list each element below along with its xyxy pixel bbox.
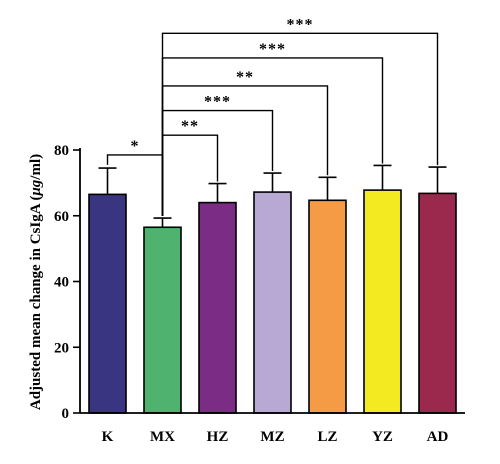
bar-lz: [308, 199, 347, 414]
significance-label-mx-hz: **: [181, 118, 199, 135]
y-axis-label: Adjusted mean change in CsIgA (μg/ml): [28, 154, 44, 410]
bar-ad: [418, 192, 457, 414]
y-tick-label-40: 40: [54, 275, 69, 291]
y-axis-label-unit: μg: [28, 179, 44, 196]
y-tick-label-80: 80: [54, 143, 69, 159]
significance-bracket-mx-ad: [161, 32, 439, 217]
x-tick-label-lz: LZ: [317, 429, 337, 445]
significance-label-mx-mz: ***: [204, 94, 231, 111]
y-tick-label-0: 0: [62, 406, 70, 422]
y-tick-label-60: 60: [54, 209, 69, 225]
significance-label-mx-yz: ***: [259, 41, 286, 58]
bar-hz: [198, 201, 237, 414]
significance-label-k-mx: *: [131, 138, 140, 155]
significance-label-mx-ad: ***: [287, 16, 314, 33]
y-axis-label-prefix: Adjusted mean change in CsIgA (: [28, 196, 44, 411]
y-axis-label-suffix: /ml): [28, 154, 44, 181]
x-tick-label-yz: YZ: [372, 429, 393, 445]
bar-yz: [363, 189, 402, 414]
x-tick-label-ad: AD: [427, 429, 449, 445]
x-tick-label-mx: MX: [150, 429, 175, 445]
significance-bracket-mx-lz: [161, 85, 329, 217]
significance-label-mx-lz: **: [236, 69, 254, 86]
x-tick-label-mz: MZ: [260, 429, 284, 445]
bar-k: [88, 193, 127, 414]
y-tick-label-20: 20: [54, 340, 69, 356]
bar-mz: [253, 191, 292, 414]
x-tick-label-hz: HZ: [207, 429, 229, 445]
x-tick-label-k: K: [102, 429, 114, 445]
bar-mx: [143, 226, 182, 414]
svg-text:Adjusted mean change in CsIgA: Adjusted mean change in CsIgA (μg/ml): [28, 154, 44, 410]
